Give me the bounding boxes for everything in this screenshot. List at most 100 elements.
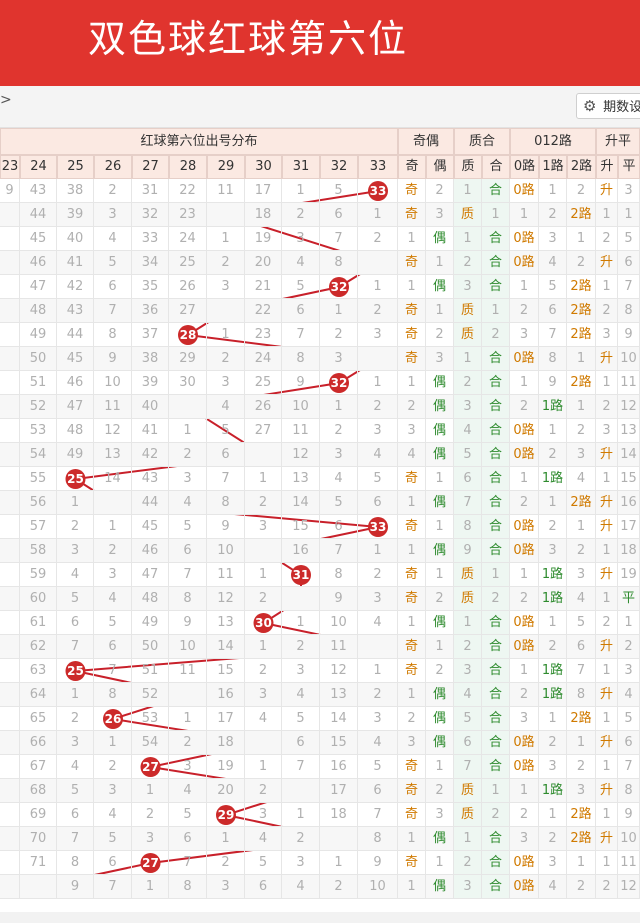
table-cell: 46 <box>57 371 94 395</box>
table-cell: 5 <box>94 251 132 275</box>
attribute-cell: 1 <box>596 275 618 299</box>
table-cell: 4 <box>169 491 207 515</box>
attribute-cell: 4 <box>539 251 567 275</box>
table-cell: 3 <box>320 443 358 467</box>
attribute-cell: 0路 <box>510 419 539 443</box>
table-cell: 36 <box>132 299 169 323</box>
table-cell: 3 <box>245 803 282 827</box>
table-cell: 4 <box>169 779 207 803</box>
attribute-cell: 1 <box>454 347 482 371</box>
table-cell <box>132 755 169 779</box>
table-cell: 4 <box>57 563 94 587</box>
table-cell: 6 <box>358 491 398 515</box>
attribute-cell: 4 <box>398 443 426 467</box>
table-cell: 4 <box>282 251 320 275</box>
attribute-cell: 8 <box>618 299 640 323</box>
attribute-cell: 3 <box>618 659 640 683</box>
table-cell: 59 <box>20 563 57 587</box>
attribute-cell: 3 <box>539 755 567 779</box>
table-cell: 8 <box>57 851 94 875</box>
attribute-cell: 升 <box>596 179 618 203</box>
table-cell: 1 <box>207 323 245 347</box>
attribute-cell: 2路 <box>567 371 596 395</box>
attribute-cell: 2 <box>618 635 640 659</box>
attribute-cell: 升 <box>596 779 618 803</box>
period-settings-button[interactable]: ⚙ 期数设 <box>576 93 640 119</box>
attribute-cell: 9 <box>618 803 640 827</box>
ball-marker: 27 <box>140 757 161 777</box>
table-cell: 1 <box>282 611 320 635</box>
attribute-cell: 1 <box>482 779 510 803</box>
attribute-cell: 2 <box>510 587 539 611</box>
attribute-cell: 偶 <box>426 275 454 299</box>
ball-marker: 31 <box>291 565 311 585</box>
table-cell <box>0 827 20 851</box>
table-cell: 4 <box>282 875 320 899</box>
table-cell <box>0 755 20 779</box>
attribute-cell: 奇 <box>398 203 426 227</box>
attribute-cell: 偶 <box>426 875 454 899</box>
table-cell: 48 <box>132 587 169 611</box>
table-cell: 64 <box>20 683 57 707</box>
attribute-cell: 偶 <box>426 491 454 515</box>
table-cell: 1 <box>282 179 320 203</box>
table-cell: 10 <box>169 635 207 659</box>
attribute-cell: 2 <box>510 491 539 515</box>
attribute-cell: 2 <box>567 755 596 779</box>
ball-label: 30 <box>255 616 272 630</box>
table-cell: 5 <box>245 851 282 875</box>
table-cell: 1 <box>358 203 398 227</box>
attribute-cell: 奇 <box>398 515 426 539</box>
attribute-cell: 奇 <box>398 251 426 275</box>
table-cell <box>94 491 132 515</box>
table-cell: 3 <box>207 371 245 395</box>
table-cell: 52 <box>132 683 169 707</box>
rise-flat-header: 升平 <box>596 128 640 155</box>
table-cell: 27 <box>245 419 282 443</box>
table-cell: 1 <box>94 515 132 539</box>
table-cell <box>0 491 20 515</box>
scroll-arrow-icon[interactable]: > <box>0 92 12 108</box>
attribute-cell: 1 <box>426 515 454 539</box>
attribute-cell: 偶 <box>426 539 454 563</box>
table-cell <box>57 659 94 683</box>
attribute-cell: 2 <box>539 635 567 659</box>
attribute-cell: 合 <box>482 659 510 683</box>
column-header-attribute: 1路 <box>539 155 567 179</box>
table-cell: 69 <box>20 803 57 827</box>
footer-summary-row <box>0 912 640 923</box>
attribute-cell: 2 <box>596 227 618 251</box>
table-cell: 48 <box>57 419 94 443</box>
table-cell <box>169 683 207 707</box>
attribute-cell: 3 <box>454 875 482 899</box>
table-cell: 65 <box>20 707 57 731</box>
ball-marker: 29 <box>216 805 236 825</box>
table-cell: 3 <box>94 203 132 227</box>
table-cell: 4 <box>320 467 358 491</box>
table-cell: 7 <box>57 827 94 851</box>
table-cell: 49 <box>57 443 94 467</box>
attribute-cell: 0路 <box>510 251 539 275</box>
attribute-cell: 合 <box>482 347 510 371</box>
column-header-position: 29 <box>207 155 245 179</box>
attribute-cell: 11 <box>618 851 640 875</box>
attribute-cell: 奇 <box>398 587 426 611</box>
table-cell: 3 <box>282 659 320 683</box>
table-cell <box>245 611 282 635</box>
attribute-cell: 1 <box>618 203 640 227</box>
attribute-cell: 1 <box>596 203 618 227</box>
attribute-cell: 偶 <box>426 827 454 851</box>
table-cell: 11 <box>282 419 320 443</box>
table-cell: 66 <box>20 731 57 755</box>
attribute-cell: 偶 <box>426 419 454 443</box>
table-cell: 3 <box>358 323 398 347</box>
attribute-cell: 0路 <box>510 611 539 635</box>
table-cell: 32 <box>132 203 169 227</box>
attribute-cell: 2 <box>454 371 482 395</box>
table-cell: 16 <box>207 683 245 707</box>
table-cell: 43 <box>57 299 94 323</box>
table-cell: 70 <box>20 827 57 851</box>
attribute-cell: 2 <box>426 179 454 203</box>
attribute-cell: 合 <box>482 467 510 491</box>
table-cell: 3 <box>57 731 94 755</box>
